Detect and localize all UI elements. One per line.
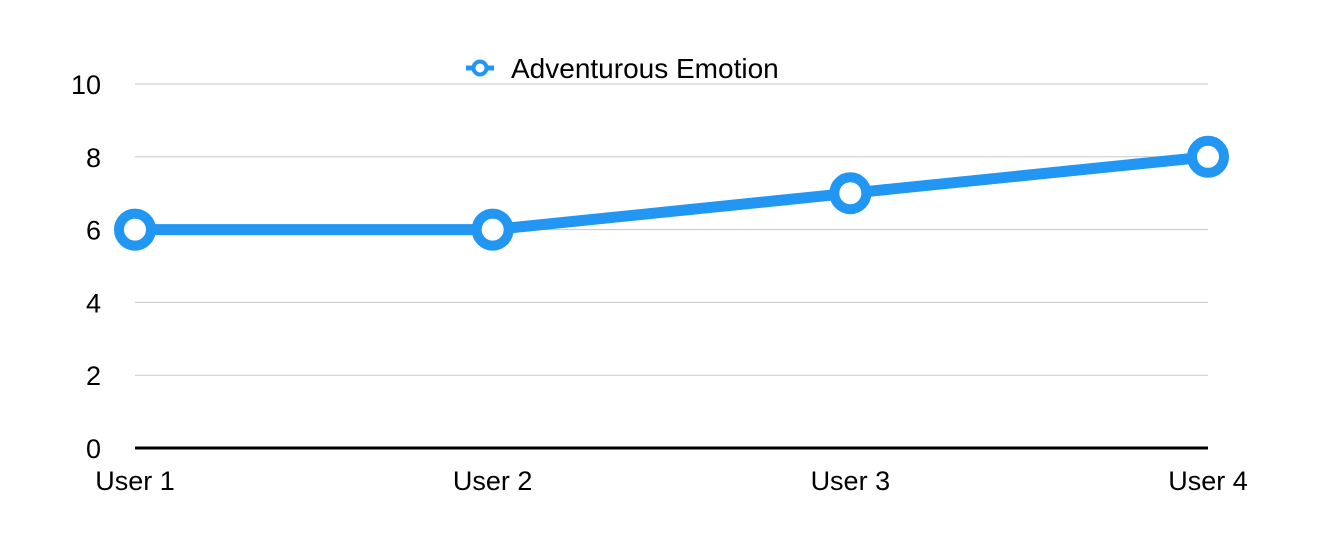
y-tick-label: 4 xyxy=(86,288,101,318)
x-axis: User 1 User 2 User 3 User 4 xyxy=(95,446,1248,496)
data-point xyxy=(1187,135,1229,178)
data-point xyxy=(114,208,156,251)
legend-marker-icon xyxy=(471,59,489,77)
y-tick-label: 0 xyxy=(86,434,101,464)
data-point xyxy=(471,208,514,251)
y-tick-label: 8 xyxy=(86,143,101,173)
legend-label: Adventurous Emotion xyxy=(511,53,779,84)
y-axis: 0 2 4 6 8 10 xyxy=(71,70,101,464)
x-tick-label: User 1 xyxy=(95,466,175,496)
y-tick-label: 10 xyxy=(71,70,101,100)
series-layer xyxy=(114,135,1229,251)
legend: Adventurous Emotion xyxy=(466,53,779,84)
x-tick-label: User 4 xyxy=(1168,466,1248,496)
y-tick-label: 2 xyxy=(86,361,101,391)
x-tick-label: User 3 xyxy=(811,466,891,496)
data-point xyxy=(829,172,872,215)
series-line xyxy=(129,151,1214,236)
y-tick-label: 6 xyxy=(86,216,101,246)
x-tick-label: User 2 xyxy=(453,466,533,496)
